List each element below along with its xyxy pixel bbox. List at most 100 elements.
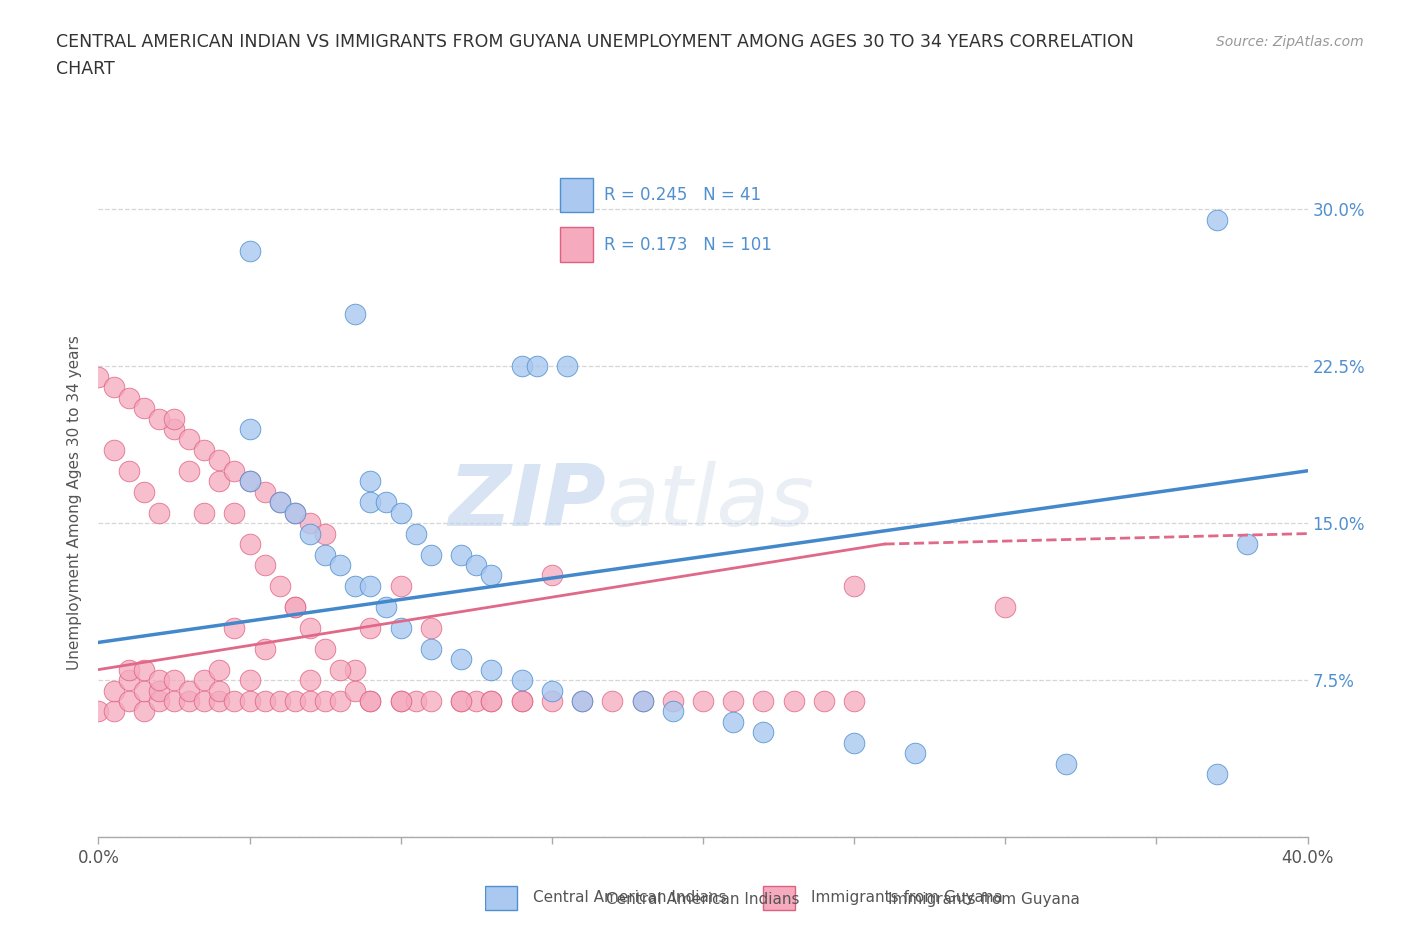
- Point: [904, 746, 927, 761]
- Point: [163, 672, 186, 687]
- Point: [224, 620, 246, 635]
- Point: [389, 620, 412, 635]
- Point: [844, 736, 866, 751]
- Point: [540, 683, 562, 698]
- Point: [193, 672, 215, 687]
- Point: [269, 694, 291, 709]
- Point: [420, 642, 443, 657]
- Point: [179, 432, 201, 447]
- Point: [510, 694, 533, 709]
- Point: [118, 463, 141, 478]
- Point: [239, 474, 262, 489]
- Point: [344, 307, 367, 322]
- Point: [193, 443, 215, 458]
- Point: [314, 526, 336, 541]
- Point: [510, 694, 533, 709]
- Point: [224, 505, 246, 520]
- Point: [208, 474, 231, 489]
- Point: [208, 694, 231, 709]
- Point: [692, 694, 714, 709]
- Point: [148, 672, 170, 687]
- Point: [239, 694, 262, 709]
- Point: [179, 463, 201, 478]
- Point: [239, 421, 262, 436]
- Point: [752, 725, 775, 740]
- Point: [314, 642, 336, 657]
- Point: [208, 662, 231, 677]
- Point: [360, 578, 382, 593]
- Point: [374, 495, 396, 510]
- Point: [405, 526, 427, 541]
- Point: [360, 694, 382, 709]
- Point: [723, 694, 745, 709]
- Point: [450, 694, 472, 709]
- Point: [540, 694, 562, 709]
- Point: [299, 516, 322, 531]
- Point: [179, 683, 201, 698]
- Y-axis label: Unemployment Among Ages 30 to 34 years: Unemployment Among Ages 30 to 34 years: [67, 335, 83, 670]
- Point: [299, 694, 322, 709]
- Point: [299, 620, 322, 635]
- Point: [481, 662, 503, 677]
- Point: [465, 558, 488, 573]
- Point: [314, 547, 336, 562]
- Point: [813, 694, 835, 709]
- Point: [994, 600, 1017, 615]
- Point: [314, 694, 336, 709]
- Point: [179, 694, 201, 709]
- Point: [752, 694, 775, 709]
- Point: [148, 411, 170, 426]
- Point: [224, 694, 246, 709]
- Point: [329, 558, 352, 573]
- Point: [284, 694, 307, 709]
- Point: [193, 694, 215, 709]
- Point: [329, 662, 352, 677]
- Point: [269, 495, 291, 510]
- Point: [420, 694, 443, 709]
- Point: [360, 474, 382, 489]
- Point: [87, 369, 110, 384]
- Point: [374, 600, 396, 615]
- Point: [148, 694, 170, 709]
- Point: [103, 683, 125, 698]
- Point: [132, 683, 155, 698]
- Text: Source: ZipAtlas.com: Source: ZipAtlas.com: [1216, 35, 1364, 49]
- Point: [405, 694, 427, 709]
- Point: [1206, 212, 1229, 227]
- Point: [360, 495, 382, 510]
- Point: [284, 505, 307, 520]
- Point: [1236, 537, 1258, 551]
- Point: [360, 694, 382, 709]
- Point: [132, 401, 155, 416]
- Point: [844, 694, 866, 709]
- Point: [571, 694, 593, 709]
- Text: atlas: atlas: [606, 460, 814, 544]
- Point: [526, 359, 548, 374]
- Point: [389, 694, 412, 709]
- Point: [450, 547, 472, 562]
- Point: [631, 694, 654, 709]
- Point: [631, 694, 654, 709]
- Point: [662, 704, 685, 719]
- Point: [239, 244, 262, 259]
- Point: [299, 526, 322, 541]
- Text: Central American Indians: Central American Indians: [533, 890, 727, 905]
- Point: [389, 694, 412, 709]
- Point: [389, 578, 412, 593]
- Point: [103, 379, 125, 394]
- Point: [344, 578, 367, 593]
- Text: R = 0.245   N = 41: R = 0.245 N = 41: [603, 186, 761, 205]
- Bar: [485, 886, 517, 910]
- Point: [208, 453, 231, 468]
- Bar: [763, 886, 794, 910]
- Point: [284, 600, 307, 615]
- Point: [450, 652, 472, 667]
- Point: [253, 558, 276, 573]
- Point: [132, 662, 155, 677]
- Point: [284, 600, 307, 615]
- Point: [571, 694, 593, 709]
- Point: [118, 694, 141, 709]
- Point: [299, 672, 322, 687]
- Point: [420, 547, 443, 562]
- Point: [224, 463, 246, 478]
